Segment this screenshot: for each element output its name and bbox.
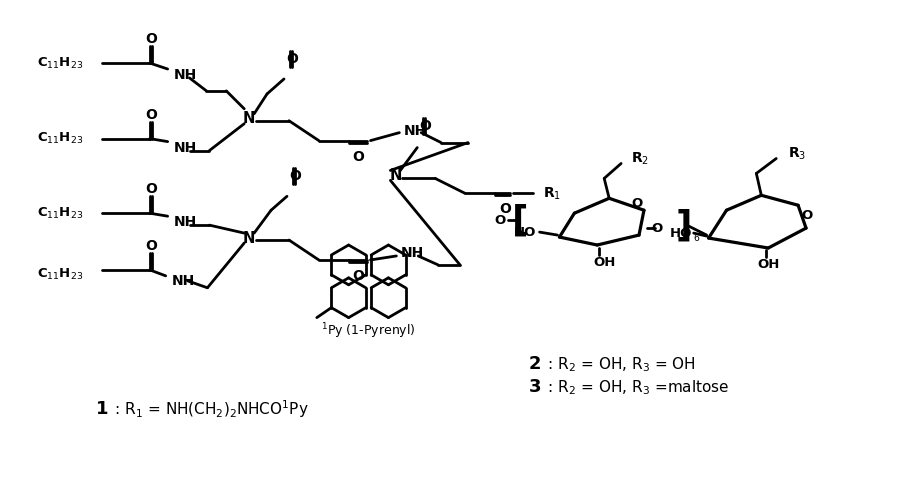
Text: NH: NH xyxy=(400,246,423,260)
Text: HO: HO xyxy=(514,226,537,239)
Text: O: O xyxy=(494,214,505,227)
Text: : R$_2$ = OH, R$_3$ = OH: : R$_2$ = OH, R$_3$ = OH xyxy=(542,355,695,374)
Text: ]: ] xyxy=(676,208,692,242)
Text: N: N xyxy=(243,231,255,246)
Text: [: [ xyxy=(512,203,528,237)
Text: R$_1$: R$_1$ xyxy=(542,185,561,201)
Text: $^1$Py (1-Pyrenyl): $^1$Py (1-Pyrenyl) xyxy=(321,322,416,341)
Text: O: O xyxy=(499,202,511,216)
Text: NH: NH xyxy=(171,274,195,288)
Text: N: N xyxy=(243,111,255,126)
Text: C$_{11}$H$_{23}$: C$_{11}$H$_{23}$ xyxy=(38,56,84,71)
Text: O: O xyxy=(352,269,364,283)
Text: O: O xyxy=(289,169,301,183)
Text: O: O xyxy=(352,150,364,164)
Text: HO: HO xyxy=(669,227,692,240)
Text: : R$_2$ = OH, R$_3$ =maltose: : R$_2$ = OH, R$_3$ =maltose xyxy=(542,378,729,397)
Text: OH: OH xyxy=(593,256,615,269)
Text: O: O xyxy=(651,222,663,235)
Text: O: O xyxy=(632,197,643,210)
Text: O: O xyxy=(145,32,157,46)
Text: NH: NH xyxy=(403,124,427,138)
Text: C$_{11}$H$_{23}$: C$_{11}$H$_{23}$ xyxy=(38,267,84,282)
Text: N: N xyxy=(389,168,402,183)
Text: $_6$: $_6$ xyxy=(692,231,700,244)
Text: R$_2$: R$_2$ xyxy=(631,150,649,166)
Text: O: O xyxy=(801,209,812,222)
Text: C$_{11}$H$_{23}$: C$_{11}$H$_{23}$ xyxy=(38,131,84,146)
Text: OH: OH xyxy=(757,258,779,271)
Text: NH: NH xyxy=(173,141,197,155)
Text: O: O xyxy=(145,108,157,122)
Text: C$_{11}$H$_{23}$: C$_{11}$H$_{23}$ xyxy=(38,206,84,221)
Text: O: O xyxy=(145,182,157,196)
Text: O: O xyxy=(420,119,431,133)
Text: 1: 1 xyxy=(96,400,108,418)
Text: O: O xyxy=(286,52,298,66)
Text: NH: NH xyxy=(173,215,197,229)
Text: R$_3$: R$_3$ xyxy=(788,145,807,162)
Text: 2: 2 xyxy=(528,355,541,373)
Text: NH: NH xyxy=(173,68,197,82)
Text: O: O xyxy=(145,239,157,253)
Text: : R$_1$ = NH(CH$_2$)$_2$NHCO$^1$Py: : R$_1$ = NH(CH$_2$)$_2$NHCO$^1$Py xyxy=(110,398,309,420)
Text: 3: 3 xyxy=(528,378,541,396)
